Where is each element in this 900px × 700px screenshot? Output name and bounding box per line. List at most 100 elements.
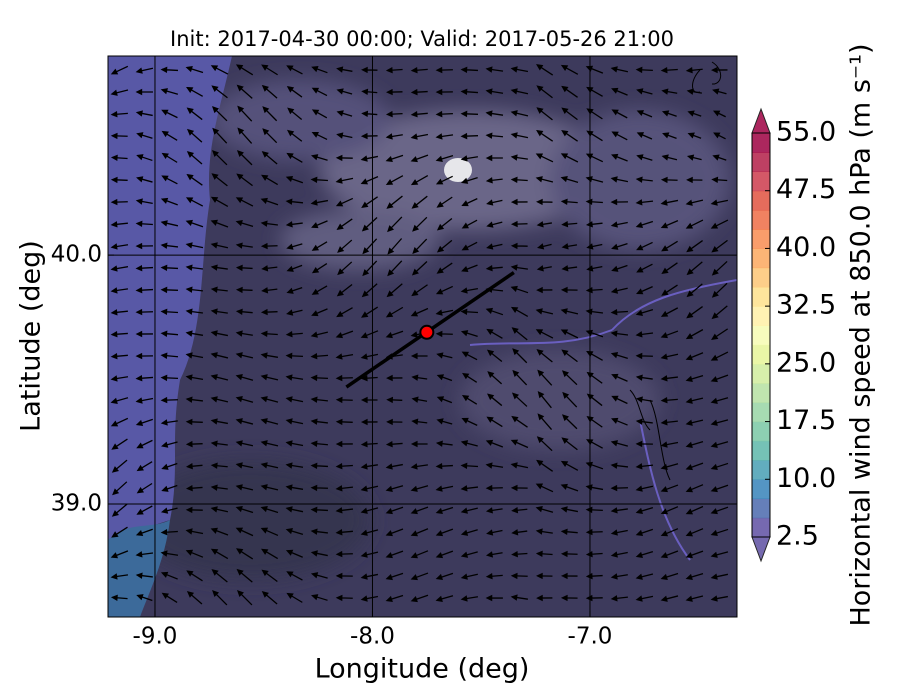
wind-arrow [712, 110, 726, 118]
wind-arrow [385, 485, 404, 492]
wind-arrow [660, 595, 679, 602]
wind-arrow [710, 219, 729, 229]
colorbar-band [752, 325, 770, 346]
wind-arrow [285, 198, 304, 205]
wind-arrow [460, 110, 479, 118]
wind-arrow [387, 216, 403, 233]
wind-arrow [135, 352, 153, 360]
wind-arrow [360, 330, 379, 339]
wind-arrow [260, 396, 279, 403]
wind-arrow [635, 66, 653, 74]
wind-arrow [711, 66, 728, 74]
wind-arrow [560, 506, 579, 513]
high-terrain [444, 158, 472, 182]
wind-arrow [636, 132, 653, 140]
x-tick-label: -9.0 [133, 624, 178, 650]
wind-arrow [660, 506, 679, 515]
wind-arrow [186, 570, 203, 582]
wind-arrow [511, 550, 528, 558]
wind-arrow [686, 88, 702, 95]
wind-arrow [562, 391, 578, 408]
wind-arrow [662, 132, 677, 139]
wind-arrow [361, 306, 379, 318]
wind-arrow [711, 282, 728, 298]
wind-arrow [360, 374, 378, 382]
wind-arrow [485, 265, 503, 272]
wind-arrow [511, 415, 528, 428]
wind-arrow [160, 242, 179, 249]
wind-arrow [410, 528, 429, 537]
wind-arrow [160, 571, 178, 580]
wind-arrow [212, 127, 228, 144]
wind-arrow [660, 397, 678, 404]
wind-arrow [660, 176, 678, 184]
wind-arrow [135, 418, 153, 427]
wind-arrow [135, 330, 153, 338]
wind-arrow [160, 197, 178, 206]
wind-arrow [536, 198, 553, 206]
wind-arrow [610, 66, 629, 73]
wind-arrow [235, 462, 254, 469]
wind-arrow [160, 220, 179, 227]
wind-arrow [610, 176, 629, 183]
wind-arrow [660, 528, 679, 537]
wind-arrow [610, 440, 629, 447]
colorbar-tick-label: 25.0 [776, 347, 836, 378]
wind-arrow [536, 286, 553, 294]
wind-arrow [110, 594, 128, 602]
wind-arrow [110, 397, 129, 404]
wind-arrow [636, 286, 653, 295]
wind-arrow [661, 154, 678, 161]
wind-arrow [136, 594, 153, 602]
wind-arrow [535, 308, 554, 315]
wind-arrow [210, 308, 228, 315]
wind-arrow [610, 221, 628, 228]
rivers [469, 279, 737, 561]
wind-arrow [460, 595, 479, 602]
wind-arrow [185, 484, 203, 492]
wind-arrow [262, 106, 278, 122]
wind-arrow [261, 287, 278, 294]
wind-arrow [235, 286, 253, 294]
wind-arrow [311, 154, 328, 161]
wind-arrow [635, 220, 654, 228]
wind-arrow [685, 572, 704, 580]
wind-arrow [260, 374, 279, 381]
wind-arrow [411, 374, 428, 381]
wind-arrow [660, 66, 678, 74]
wind-arrow [336, 132, 353, 139]
wind-arrow [685, 595, 704, 602]
wind-arrow [285, 440, 304, 447]
wind-arrow [486, 243, 503, 250]
wind-arrow [236, 568, 253, 583]
wind-arrow [135, 572, 153, 579]
wind-arrow [286, 309, 303, 316]
wind-arrow [335, 353, 354, 360]
wind-arrow [510, 264, 528, 271]
wind-arrow [337, 239, 353, 253]
wind-arrow [210, 462, 228, 469]
wind-arrow [435, 330, 453, 338]
wind-arrow [286, 571, 303, 581]
colorbar-band [752, 383, 770, 403]
wind-arrow [387, 260, 403, 277]
wind-arrow [110, 176, 128, 184]
wind-arrow [435, 110, 453, 118]
wind-arrow [635, 418, 653, 425]
wind-arrow [360, 440, 378, 448]
colorbar-band [752, 286, 770, 307]
wind-arrow [435, 155, 454, 162]
wind-arrow [460, 551, 478, 558]
wind-arrow [560, 460, 579, 471]
wind-arrow [635, 352, 653, 360]
wind-arrow [161, 462, 178, 470]
wind-arrow [360, 529, 379, 536]
wind-arrow [510, 572, 528, 580]
wind-arrow [486, 199, 503, 206]
wind-arrow [611, 264, 628, 272]
wind-arrow [610, 462, 629, 469]
wind-arrow [285, 331, 303, 338]
wind-arrow [510, 110, 529, 117]
wind-arrow [660, 307, 679, 317]
wind-arrow [611, 131, 628, 141]
